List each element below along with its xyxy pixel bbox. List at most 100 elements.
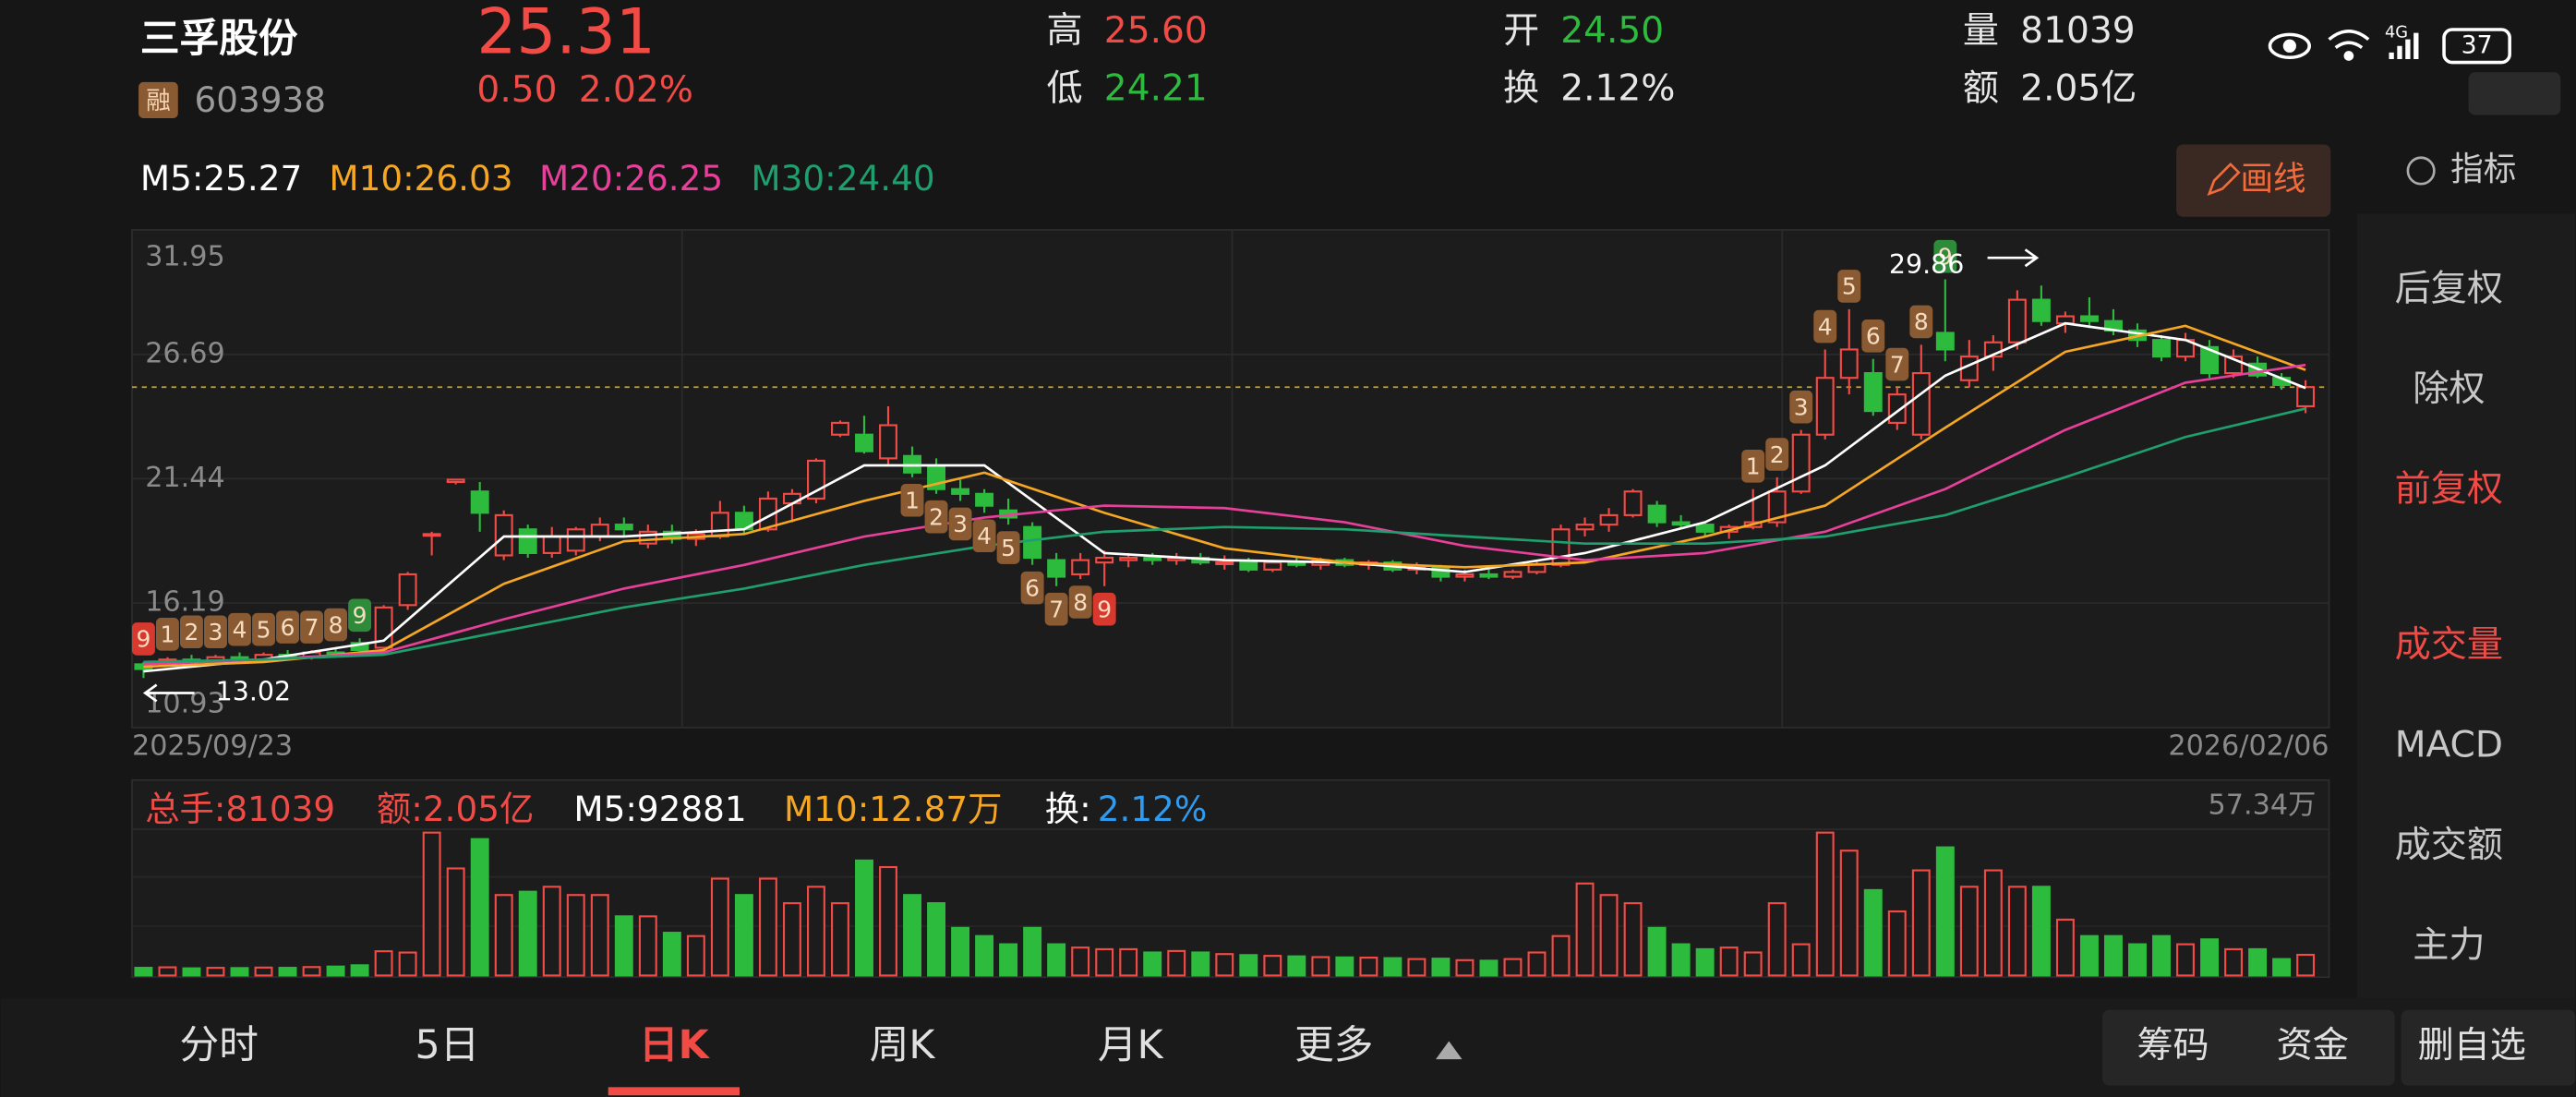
volume-bar [1959,886,1979,977]
candle-body [2007,298,2027,344]
volume-label: 量 [1963,10,1999,52]
sidebar-item[interactable]: 后复权 [2395,268,2503,309]
sidebar-item[interactable]: 成交量 [2395,624,2503,666]
tab[interactable]: 5日 [415,1022,480,1068]
low: 24.21 [1104,67,1208,109]
td-label: 8 [329,611,343,638]
volume-legend-item: M10:12.87万 [784,789,1002,829]
volume-bar [134,967,153,977]
candle-body [2296,386,2316,408]
td-badge [1092,592,1116,626]
td-label: 8 [1073,589,1088,616]
tab[interactable]: 月K [1098,1022,1164,1068]
volume-bar [1071,946,1090,977]
candle-body [831,421,849,436]
sidebar-item[interactable]: 除权 [2413,368,2485,410]
sidebar-item[interactable]: MACD [2395,725,2503,766]
change-pct: 2.02% [579,69,693,111]
volume-bar [2248,947,2268,977]
volume-bar [831,902,849,977]
td-label: 1 [905,488,920,514]
sidebar-item[interactable]: 成交额 [2395,825,2503,866]
td-badge [228,612,251,646]
draw-button[interactable] [2176,144,2331,217]
volume-bar [326,965,345,977]
volume-bar [1623,902,1643,977]
turnover: 2.12% [1560,67,1675,109]
indicator-label[interactable]: 指标 [2450,151,2516,188]
volume-bar [518,890,537,977]
tab[interactable]: 日K [639,1022,711,1068]
high-annotation: 29.86 [1889,249,1964,280]
plot: 10.9316.1921.4426.6931.9557.34万2025/09/2… [131,229,2329,977]
candle-body [518,528,537,554]
candle-body [1599,513,1619,526]
td-badge [348,598,372,633]
volume-bar [2272,958,2292,977]
high: 25.60 [1104,10,1208,52]
td-label: 7 [1049,596,1064,622]
volume-bar [2079,934,2099,977]
candle-body [1647,504,1667,524]
draw-label[interactable]: 画线 [2241,161,2306,199]
sidebar-item[interactable]: 主力 [2413,925,2485,967]
y-tick-label: 16.19 [145,586,225,619]
menu-button[interactable] [2468,72,2561,115]
ma-line [143,407,2306,664]
candle-body [1935,332,1955,351]
candle-body [1143,556,1162,561]
volume-bar [1479,959,1499,977]
volume-bar [806,886,825,977]
volume-bar [879,865,897,977]
volume-bar [903,894,921,977]
arrow [1987,248,2040,268]
volume-bar [2103,934,2123,977]
ma-legend-item: M10:26.03 [329,158,512,199]
volume-bar [2055,918,2075,977]
tab[interactable]: 周K [870,1022,936,1068]
more-caret [1436,1041,1463,1060]
candle-body [542,535,561,554]
ma-legend-item: M30:24.40 [751,158,934,199]
candle-body [710,512,729,538]
volume-bar [1167,949,1186,977]
td-badge [1837,270,1861,303]
candle-body [1911,372,1931,436]
sidebar-item[interactable]: 前复权 [2395,468,2503,510]
arrow [142,683,195,703]
volume-bar [662,932,681,977]
td-badge [276,610,299,644]
action-button[interactable]: 资金 [2277,1025,2349,1067]
price: 25.31 [476,0,655,68]
td-badge [131,622,155,656]
volume-bar [1695,947,1715,977]
td-label: 4 [1818,313,1833,340]
tab[interactable]: 分时 [180,1022,259,1068]
volume-bar [686,934,705,977]
action-button[interactable]: 删自选 [2418,1025,2526,1067]
td-badge [1933,239,1957,273]
td-label: 3 [1794,393,1809,420]
candle-body [446,478,465,484]
amount-label: 额 [1963,67,1999,109]
amount: 2.05亿 [2020,67,2137,109]
volume-bar [1935,846,1955,977]
td-badge [1861,319,1885,353]
tab[interactable]: 更多 [1294,1022,1373,1068]
candle-body [855,433,873,452]
volume-bar [182,967,201,977]
td-label: 5 [257,616,271,643]
candle-body [1671,521,1691,526]
action-group [2401,1009,2576,1086]
action-button[interactable]: 筹码 [2137,1025,2209,1067]
volume-bar [494,894,513,977]
volume-bar [158,966,177,977]
td-badge [1765,438,1789,471]
td-label: 1 [161,621,175,648]
x-tick-label: 2025/09/23 [132,730,293,763]
td-badge [252,612,275,646]
td-badge [972,519,996,553]
volume-bar [1191,951,1210,977]
candle-body [614,524,633,531]
